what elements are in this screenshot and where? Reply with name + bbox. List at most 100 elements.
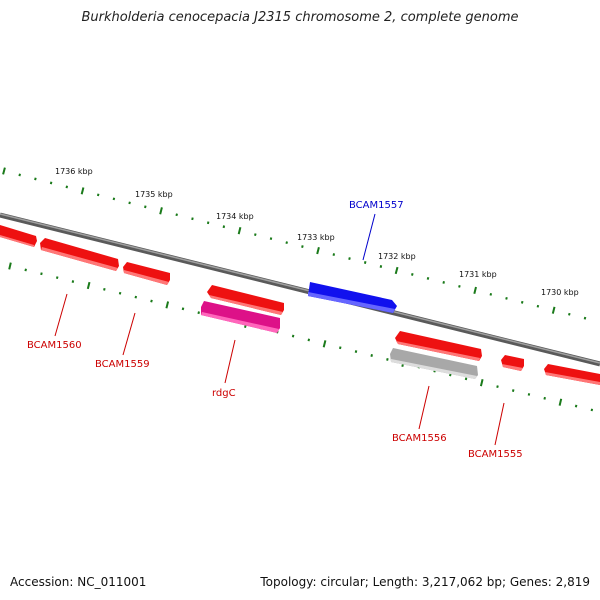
- inner-tick: [354, 350, 358, 354]
- genome-summary-text: Topology: circular; Length: 3,217,062 bp…: [260, 575, 590, 589]
- label-leaders: [54, 213, 505, 446]
- inner-tick: [134, 295, 138, 299]
- outer-tick: [348, 257, 351, 260]
- outer-tick: [458, 284, 461, 288]
- gene-BCAM1557[interactable]: [308, 282, 397, 313]
- inner-tick: [86, 281, 91, 290]
- outer-tick: [332, 253, 336, 256]
- outer-tick: [442, 280, 445, 284]
- inner-tick: [574, 404, 578, 408]
- outer-tick: [2, 167, 6, 175]
- inner-tick: [103, 287, 106, 291]
- inner-tick: [71, 280, 75, 283]
- gene-label-BCAM1559: BCAM1559: [95, 359, 150, 370]
- outer-tick: [65, 185, 69, 189]
- gene-BCAM1556[interactable]: [390, 348, 478, 379]
- gene-features: [0, 225, 600, 385]
- outer-tick: [285, 241, 288, 245]
- outer-tick: [49, 181, 53, 185]
- outer-tick: [269, 237, 273, 241]
- kbp-label-1731: 1731 kbp: [459, 270, 497, 279]
- outer-tick-ring: [2, 167, 587, 320]
- inner-tick: [24, 268, 27, 272]
- gene-red-rdgC-neighbor[interactable]: [207, 285, 284, 315]
- inner-tick: [197, 311, 200, 315]
- gene-labels: BCAM1560 BCAM1559 rdgC BCAM1557 BCAM1556…: [27, 200, 523, 460]
- inner-tick: [322, 340, 327, 348]
- outer-tick: [379, 265, 383, 268]
- inner-tick-ring: [8, 262, 594, 412]
- outer-tick: [551, 306, 556, 314]
- gene-BCAM1560-a[interactable]: [0, 225, 37, 247]
- outer-tick: [363, 261, 367, 264]
- inner-tick: [543, 396, 546, 400]
- outer-tick: [34, 177, 37, 181]
- outer-tick: [394, 266, 399, 275]
- outer-tick: [411, 273, 414, 276]
- kbp-label-1730: 1730 kbp: [541, 288, 579, 297]
- outer-tick: [206, 221, 210, 225]
- outer-tick: [112, 197, 116, 201]
- outer-tick: [96, 193, 100, 197]
- outer-tick: [426, 277, 430, 280]
- outer-tick: [473, 286, 477, 295]
- kbp-label-1733: 1733 kbp: [297, 233, 335, 242]
- outer-tick: [520, 300, 524, 304]
- outer-tick: [254, 233, 257, 237]
- gene-BCAM1559[interactable]: [123, 262, 170, 285]
- gene-label-rdgC: rdgC: [212, 388, 236, 399]
- chromosome-backbone: [0, 212, 600, 367]
- outer-tick: [222, 225, 226, 229]
- inner-tick: [479, 379, 484, 387]
- inner-tick: [181, 307, 185, 311]
- gene-label-BCAM1555: BCAM1555: [468, 449, 523, 460]
- inner-tick: [370, 354, 373, 357]
- kbp-label-1734: 1734 kbp: [216, 212, 254, 221]
- inner-tick: [496, 385, 499, 389]
- kbp-labels: 1736 kbp 1735 kbp 1734 kbp 1733 kbp 1732…: [55, 167, 579, 297]
- outer-tick: [159, 207, 163, 215]
- gene-BCAM1555[interactable]: [501, 355, 524, 371]
- outer-tick: [175, 213, 178, 217]
- kbp-label-1735: 1735 kbp: [135, 190, 173, 199]
- inner-tick: [511, 389, 515, 392]
- accession-text: Accession: NC_011001: [10, 575, 147, 589]
- kbp-label-1736: 1736 kbp: [55, 167, 93, 176]
- outer-tick: [489, 292, 493, 296]
- inner-tick: [449, 373, 452, 377]
- outer-tick: [301, 245, 304, 249]
- gene-label-BCAM1556: BCAM1556: [392, 433, 447, 444]
- gene-BCAM1560[interactable]: [40, 238, 119, 271]
- inner-tick: [118, 291, 122, 295]
- inner-tick: [339, 346, 342, 350]
- inner-tick: [165, 301, 170, 309]
- outer-tick: [237, 227, 242, 235]
- outer-tick: [144, 205, 147, 209]
- map-title: Burkholderia cenocepacia J2315 chromosom…: [81, 10, 519, 25]
- gene-label-BCAM1557: BCAM1557: [349, 200, 404, 211]
- outer-tick: [80, 187, 85, 195]
- outer-tick: [316, 246, 320, 255]
- gene-red-BCAM1556-neighbor[interactable]: [395, 331, 482, 361]
- inner-tick: [291, 334, 295, 338]
- inner-tick: [558, 398, 563, 406]
- gene-rdgC[interactable]: [201, 301, 280, 333]
- inner-tick: [150, 299, 153, 303]
- inner-tick: [8, 262, 12, 270]
- inner-tick: [386, 357, 389, 361]
- outer-tick: [128, 201, 131, 205]
- gene-label-BCAM1560: BCAM1560: [27, 340, 82, 351]
- inner-tick: [307, 338, 311, 342]
- outer-tick: [583, 316, 587, 320]
- outer-tick: [191, 217, 194, 221]
- outer-tick: [536, 304, 540, 308]
- gene-red-right-edge[interactable]: [544, 364, 600, 385]
- outer-tick: [18, 173, 21, 177]
- kbp-label-1732: 1732 kbp: [378, 252, 416, 261]
- inner-tick: [40, 272, 43, 276]
- inner-tick: [590, 408, 594, 412]
- inner-tick: [55, 276, 59, 280]
- outer-tick: [505, 296, 508, 300]
- inner-tick: [527, 393, 531, 396]
